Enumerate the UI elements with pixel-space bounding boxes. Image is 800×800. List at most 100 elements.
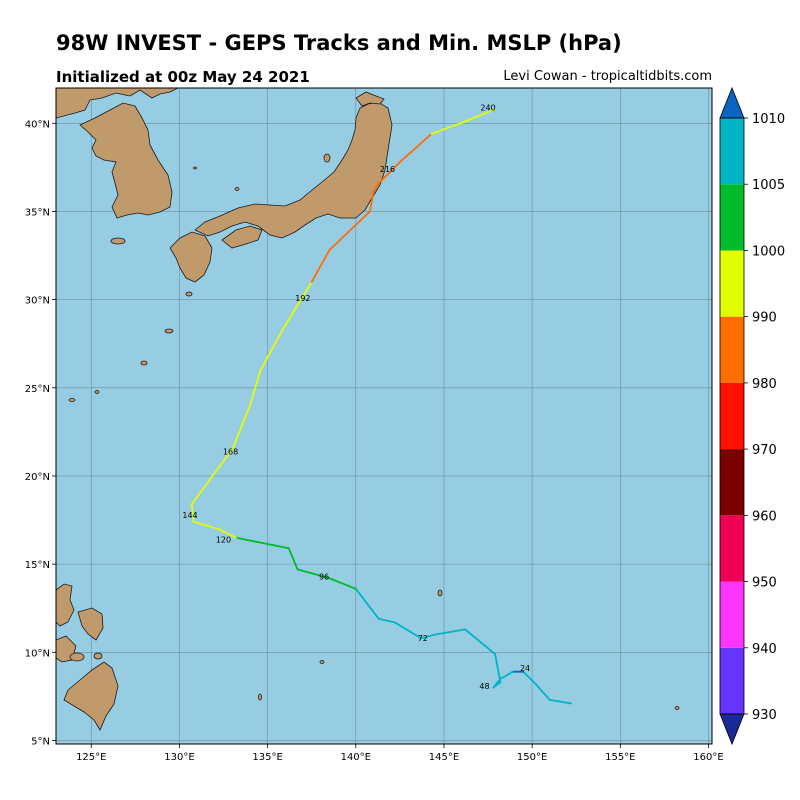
lon-tick-label: 150°E xyxy=(517,752,547,763)
forecast-hour-label: 48 xyxy=(479,682,489,691)
map-frame xyxy=(55,87,713,745)
lat-tick-label: 10°N xyxy=(25,648,50,659)
track-segment xyxy=(464,108,496,123)
land-islet-4 xyxy=(140,360,148,366)
track-segment xyxy=(503,670,514,678)
land-kyushu xyxy=(169,231,213,283)
colorbar-tick-label: 960 xyxy=(752,509,777,524)
track-segment xyxy=(192,520,220,530)
axis-ticks: 125°E 130°E 135°E 140°E 145°E 150°E 155°E 160°E… xyxy=(25,119,724,763)
lat-tick-label: 40°N xyxy=(25,119,50,130)
track-segment xyxy=(398,132,433,163)
colorbar-tick-label: 1000 xyxy=(752,244,785,259)
lat-tick-label: 15°N xyxy=(25,560,50,571)
land-mindanao xyxy=(63,661,119,731)
lon-tick-label: 145°E xyxy=(429,752,459,763)
forecast-hour-label: 72 xyxy=(418,634,428,643)
track-segment xyxy=(190,503,195,523)
track-segment xyxy=(280,281,313,333)
colorbar-frame xyxy=(719,117,745,715)
land-philippines-north xyxy=(56,583,75,627)
track-segment xyxy=(234,536,255,543)
storm-track xyxy=(190,108,572,705)
track-segment xyxy=(287,547,299,571)
track-segment xyxy=(249,369,262,407)
track-segment xyxy=(354,587,380,620)
colorbar-bin xyxy=(720,184,744,251)
colorbar-bin xyxy=(720,647,744,714)
land-islet-1 xyxy=(110,237,126,245)
track-segment xyxy=(231,404,251,451)
chart-title: 98W INVEST - GEPS Tracks and Min. MSLP (… xyxy=(56,31,622,55)
land-korean-peninsula xyxy=(79,102,173,219)
track-segment xyxy=(377,617,396,624)
track-segment xyxy=(259,330,283,372)
lon-tick-label: 155°E xyxy=(605,752,635,763)
track-segment xyxy=(372,182,380,193)
track-segment xyxy=(434,628,467,636)
lon-tick-label: 135°E xyxy=(252,752,282,763)
colorbar-bin xyxy=(720,449,744,516)
track-segment xyxy=(217,527,237,539)
lon-tick-label: 140°E xyxy=(341,752,371,763)
forecast-hour-label: 216 xyxy=(380,165,395,174)
track-segment xyxy=(368,191,375,213)
land-philippines-mid xyxy=(77,607,104,641)
colorbar-tick-label: 990 xyxy=(752,311,777,326)
track-segment xyxy=(310,249,331,283)
forecast-hour-label: 120 xyxy=(216,535,231,544)
track-segment xyxy=(494,653,502,684)
colorbar-tick-label: 950 xyxy=(752,576,777,591)
credit-text: Levi Cowan - tropicaltidbits.com xyxy=(503,69,712,84)
land-islet-14 xyxy=(69,652,85,662)
land-islet-2 xyxy=(185,291,193,297)
land-islet-15 xyxy=(93,652,103,660)
track-segment xyxy=(522,670,537,685)
track-segment xyxy=(548,699,572,705)
track-segment xyxy=(252,540,290,550)
land-islet-12 xyxy=(319,660,325,664)
land-islet-11 xyxy=(258,693,262,701)
lat-tick-label: 5°N xyxy=(31,736,50,747)
lat-tick-label: 20°N xyxy=(25,472,50,483)
land-islet-13 xyxy=(674,706,680,710)
forecast-hour-label: 240 xyxy=(480,103,495,112)
colorbar-tick-label: 970 xyxy=(752,443,777,458)
land-islet-3 xyxy=(164,328,174,334)
colorbar-tick-label: 1010 xyxy=(752,112,785,127)
track-segment xyxy=(534,683,551,701)
colorbar-bin xyxy=(720,515,744,582)
track-segment xyxy=(190,476,213,506)
track-segment xyxy=(210,448,234,479)
colorbar-tick-label: 940 xyxy=(752,642,777,657)
colorbar-bin xyxy=(720,581,744,648)
track-segment xyxy=(420,633,437,640)
track-segment xyxy=(430,120,467,135)
land-islet-5 xyxy=(68,398,76,402)
colorbar-extend-high xyxy=(719,86,745,119)
colorbar-bin xyxy=(720,382,744,450)
land-islet-8 xyxy=(234,187,240,191)
colorbar-bin xyxy=(720,250,744,317)
pressure-colorbar: 930 940 950 960 970 980 990 1000 1005 1010 xyxy=(719,86,785,746)
track-segment xyxy=(393,621,422,640)
forecast-hour-label: 168 xyxy=(223,447,238,456)
land-islet-6 xyxy=(94,390,100,394)
lat-tick-label: 35°N xyxy=(25,207,50,218)
lat-tick-label: 30°N xyxy=(25,296,50,307)
land-hokkaido xyxy=(355,91,385,107)
colorbar-bin xyxy=(720,118,744,185)
forecast-hour-labels: 24 48 72 96 120 144 168 192 216 240 xyxy=(182,103,530,690)
colorbar-tick-label: 930 xyxy=(752,708,777,723)
land-islet-10 xyxy=(437,589,443,597)
land-islet-9 xyxy=(193,166,197,170)
land-islet-7 xyxy=(323,153,331,163)
land-shikoku xyxy=(221,225,263,249)
track-segment xyxy=(328,577,357,590)
forecast-hour-label: 144 xyxy=(182,511,197,520)
lon-tick-label: 130°E xyxy=(164,752,194,763)
forecast-hour-label: 96 xyxy=(319,572,329,581)
forecast-hour-label: 192 xyxy=(295,294,310,303)
lon-tick-label: 125°E xyxy=(76,752,106,763)
